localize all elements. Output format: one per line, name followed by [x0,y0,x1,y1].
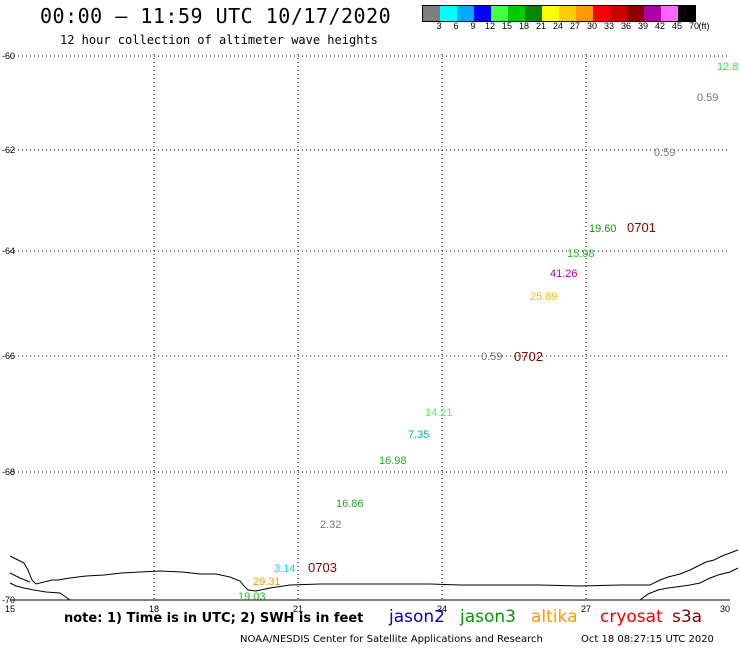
color-swatch [610,6,627,21]
wave-height-label: 0.59 [654,147,675,159]
color-scale-tick: 27 [569,21,581,31]
color-swatch [593,6,610,21]
wave-height-label: 25.89 [530,291,558,303]
color-scale-tick: 30 [586,21,598,31]
latitude-tick-label: -64 [2,246,15,256]
coastline-west [9,549,739,592]
wave-height-label: 15.98 [567,248,595,260]
latitude-tick-label: -62 [2,145,15,155]
wave-height-label: 3.14 [274,563,295,575]
pass-id-label: 0701 [627,220,656,235]
longitude-tick-label: 30 [720,604,730,614]
color-swatch [474,6,491,21]
color-scale-tick: 12 [484,21,496,31]
legend-item-cryosat: cryosat [600,607,663,627]
page-subtitle: 12 hour collection of altimeter wave hei… [60,33,378,47]
color-scale-tick: 18 [518,21,530,31]
color-swatch [525,6,542,21]
legend-item-jason2: jason2 [389,607,445,627]
longitude-tick-label: 18 [149,604,159,614]
wave-height-label: 0.59 [481,351,502,363]
color-swatch [678,6,695,21]
timestamp-text: Oct 18 08:27:15 UTC 2020 [581,634,714,645]
color-swatch [440,6,457,21]
color-swatch [457,6,474,21]
color-scale-tick: 36 [620,21,632,31]
longitude-tick-label: 15 [5,604,15,614]
longitude-tick-label: 24 [437,604,447,614]
color-scale-tick: 3 [436,21,442,31]
color-swatch [661,6,678,21]
legend-item-jason3: jason3 [460,607,516,627]
color-scale-tick: 24 [552,21,564,31]
color-scale-tick: 42 [654,21,666,31]
color-scale-bar [422,5,696,22]
legend-item-s3a: s3a [672,607,703,627]
color-scale-tick: 33 [603,21,615,31]
color-scale-tick: 70 [688,21,700,31]
color-scale-tick: 6 [453,21,459,31]
color-swatch [559,6,576,21]
latitude-tick-label: -68 [2,467,15,477]
wave-height-label: 0.59 [697,92,718,104]
latitude-tick-label: -70 [2,595,15,605]
wave-height-label: 14.21 [425,407,453,419]
credit-text: NOAA/NESDIS Center for Satellite Applica… [240,634,543,645]
coastline-bay [9,572,31,583]
color-swatch [508,6,525,21]
wave-height-label: 19.03 [238,591,266,603]
wave-height-label: 16.98 [379,455,407,467]
coastline-inner [9,567,739,601]
pass-id-label: 0703 [308,560,337,575]
latitude-tick-label: -60 [2,51,15,61]
wave-height-label: 29.31 [253,576,281,588]
color-swatch [423,6,440,21]
color-scale-ticks: 3 6 9 12 15 18 21 24 27 30 33 36 39 42 45 70 (ft) [422,21,740,35]
color-swatch [491,6,508,21]
antarctic-coastline [9,549,739,601]
legend-item-altika: altika [531,607,578,627]
color-scale-tick: 45 [671,21,683,31]
color-swatch [644,6,661,21]
map-grid [10,54,730,601]
wave-height-label: 12.8 [717,61,738,73]
longitude-tick-label: 21 [293,604,303,614]
longitude-tick-label: 27 [581,604,591,614]
satellite-pass-labels: 0701 0702 0703 [308,220,656,575]
color-scale-tick: 9 [470,21,476,31]
color-scale-unit: (ft) [698,21,710,31]
latitude-tick-label: -66 [2,351,15,361]
footnote: note: 1) Time is in UTC; 2) SWH is in fe… [64,611,364,626]
wave-height-observations: 12.8 0.59 0.59 19.60 15.98 41.26 25.89 0.59 14.2… [238,61,738,603]
wave-height-label: 41.26 [550,268,578,280]
wave-height-label: 19.60 [589,223,617,235]
color-swatch [576,6,593,21]
color-swatch [627,6,644,21]
wave-height-label: 16.86 [336,498,364,510]
wave-height-label: 2.32 [320,519,341,531]
wave-height-label: 7.35 [408,429,429,441]
color-scale-tick: 39 [637,21,649,31]
pass-id-label: 0702 [514,349,543,364]
color-scale-tick: 21 [535,21,547,31]
color-scale-tick: 15 [501,21,513,31]
page-title: 00:00 – 11:59 UTC 10/17/2020 [40,4,392,28]
color-swatch [542,6,559,21]
